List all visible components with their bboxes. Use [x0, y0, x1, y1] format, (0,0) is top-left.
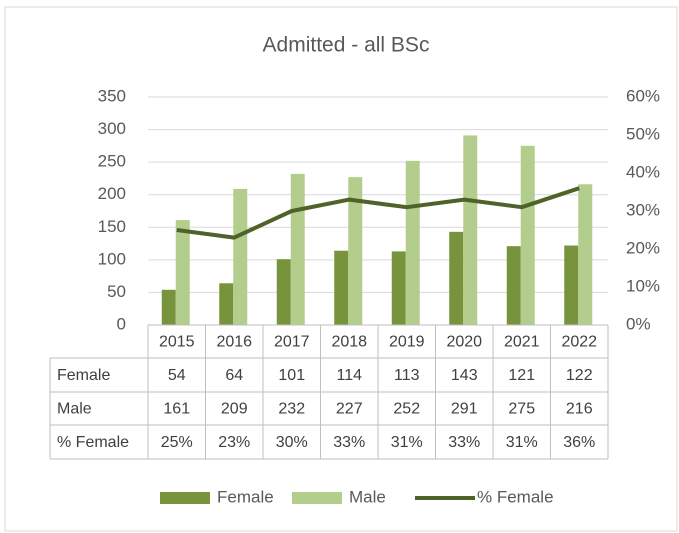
table-cell: 232: [278, 401, 305, 418]
table-cell: 216: [566, 401, 593, 418]
bar: [578, 184, 593, 325]
table-cell: 143: [451, 367, 478, 384]
table-row-header: Female: [57, 367, 110, 384]
y-tick-label: 50: [107, 282, 126, 301]
y2-tick-label: 50%: [626, 124, 660, 143]
table-cell: 122: [566, 367, 593, 384]
legend-label: % Female: [477, 487, 554, 506]
table-cell: 54: [168, 367, 186, 384]
x-tick-label: 2019: [389, 334, 425, 351]
y-tick-label: 0: [117, 314, 126, 333]
table-row-header: Male: [57, 401, 92, 418]
chart-title: Admitted - all BSc: [263, 34, 430, 57]
table-cell: 227: [336, 401, 363, 418]
legend-label: Male: [349, 487, 386, 506]
x-tick-label: 2016: [216, 334, 252, 351]
bar: [405, 160, 420, 325]
x-tick-label: 2022: [561, 334, 597, 351]
legend-label: Female: [217, 487, 274, 506]
y-tick-label: 250: [98, 152, 126, 171]
table-cell: 114: [336, 367, 362, 384]
bar: [506, 246, 521, 325]
bar: [219, 283, 234, 325]
x-tick-label: 2020: [446, 334, 482, 351]
line-series: [176, 186, 580, 240]
y-tick-label: 100: [98, 249, 126, 268]
y-tick-label: 150: [98, 217, 126, 236]
x-tick-label: 2017: [274, 334, 310, 351]
y-tick-label: 300: [98, 119, 126, 138]
bar: [233, 188, 248, 325]
bar: [161, 289, 176, 325]
y2-tick-label: 0%: [626, 314, 651, 333]
bar: [334, 250, 349, 325]
legend-swatch: [292, 492, 342, 504]
table-cell: 252: [393, 401, 420, 418]
bar: [564, 245, 579, 325]
bar: [449, 231, 464, 325]
table-cell: 291: [451, 401, 478, 418]
x-tick-label: 2015: [159, 334, 195, 351]
table-cell: 30%: [276, 434, 308, 451]
y2-tick-label: 40%: [626, 162, 660, 181]
bar: [175, 220, 190, 325]
table-cell: 31%: [506, 434, 538, 451]
bar: [348, 177, 363, 325]
table-cell: 36%: [563, 434, 595, 451]
table-cell: 31%: [391, 434, 423, 451]
y2-tick-label: 10%: [626, 276, 660, 295]
table-cell: 25%: [161, 434, 193, 451]
table-cell: 64: [225, 367, 243, 384]
y2-tick-label: 30%: [626, 200, 660, 219]
table-row-header: % Female: [57, 434, 129, 451]
y-tick-label: 350: [98, 86, 126, 105]
table-cell: 209: [221, 401, 248, 418]
y2-tick-label: 20%: [626, 238, 660, 257]
legend-swatch: [160, 492, 210, 504]
bar: [276, 259, 291, 325]
bar: [391, 251, 406, 325]
x-tick-label: 2021: [504, 334, 540, 351]
table-cell: 101: [278, 367, 305, 384]
y-tick-label: 200: [98, 184, 126, 203]
table-cell: 161: [163, 401, 190, 418]
table-cell: 275: [508, 401, 535, 418]
table-cell: 23%: [218, 434, 250, 451]
bar: [290, 173, 305, 325]
table-cell: 33%: [333, 434, 365, 451]
table-cell: 33%: [448, 434, 480, 451]
y2-tick-label: 60%: [626, 86, 660, 105]
x-tick-label: 2018: [331, 334, 367, 351]
bar: [520, 145, 535, 325]
table-cell: 113: [394, 367, 420, 384]
bar: [463, 135, 478, 325]
table-cell: 121: [508, 367, 535, 384]
